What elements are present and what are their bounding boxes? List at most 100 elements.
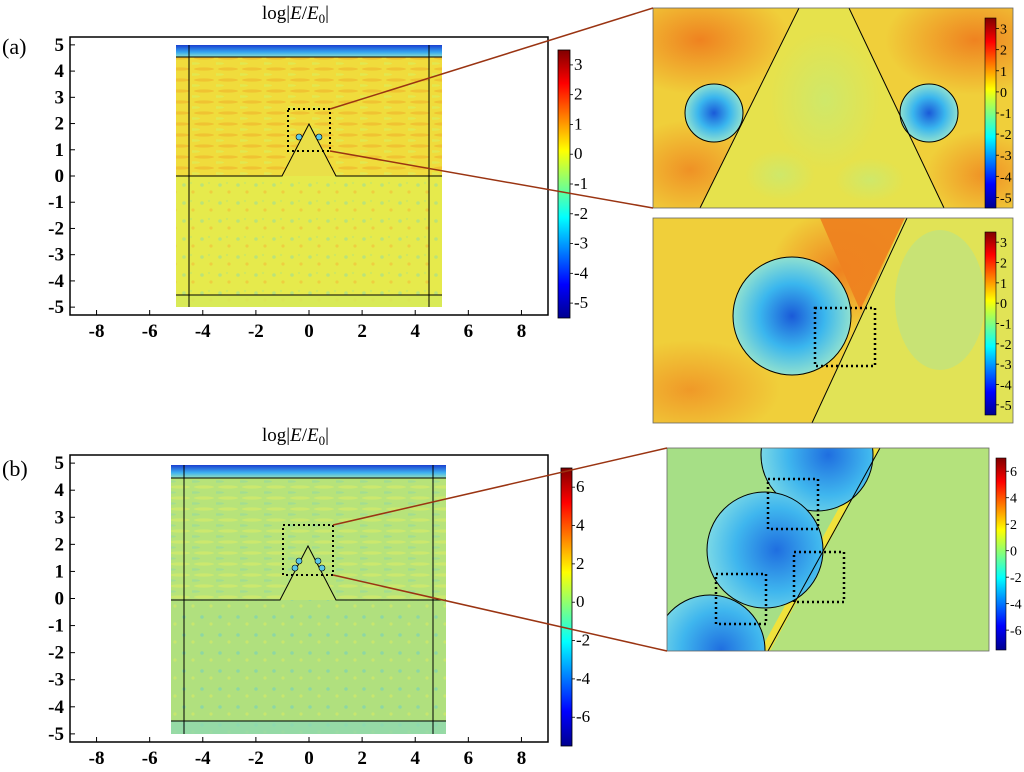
axes-b: -8 -6 -4 -2 0 2 4 6 8 5 4 3 2 1 0 -1 -2 -3 -4 -5	[48, 453, 549, 769]
cb-tick-label-2: 1	[1000, 277, 1007, 292]
y-tick-label-5: 0	[55, 166, 65, 187]
field-lower-a	[176, 176, 442, 307]
x-tick-label-5: 2	[357, 748, 367, 769]
field-lower-b	[171, 600, 446, 734]
cb-tick-label-1: 2	[1000, 44, 1007, 59]
zoom-box-b	[282, 524, 334, 576]
cb-tick-label-6: -3	[1000, 149, 1012, 164]
nanohole-right-a	[315, 133, 323, 141]
field-map-b	[171, 465, 446, 734]
colorbar-b-bar	[560, 467, 573, 747]
nanohole-b-4	[318, 564, 326, 572]
cb-tick-label-3: 0	[1010, 545, 1017, 560]
interface-b	[171, 544, 446, 601]
pml-top-a	[176, 45, 442, 57]
colorbar-b1-bar	[995, 457, 1007, 651]
x-tick-label-7: 6	[464, 321, 474, 342]
cb-tick-label-4: -1	[574, 174, 588, 193]
nanohole-zoom-b-mid	[706, 491, 824, 609]
zoom-a1: 3 2 1 0 -1 -2 -3 -4 -5	[652, 7, 1014, 209]
x-tick-label-0: -8	[89, 321, 105, 342]
panel-b-title: log|E/E0|	[262, 425, 329, 448]
y-tick-label-5: 0	[55, 589, 65, 610]
panel-b: (b) log|E/E0| -8 -6 -4 -2 0 2 4 6 8 5 4 3 2 1 0 -1 -2 -3…	[2, 425, 591, 769]
y-tick-label-3: 2	[55, 534, 65, 555]
x-tick-label-3: -2	[248, 321, 264, 342]
triangle-edge-left-a1	[699, 8, 800, 208]
cb-tick-label-3: 0	[576, 592, 585, 611]
zoom-a2-frame	[652, 217, 1014, 424]
y-tick-label-8: -3	[48, 245, 64, 266]
colorbar-a-ticks: 3 2 1 0 -1 -2 -3 -4 -5	[570, 55, 589, 312]
y-tick-label-1: 4	[55, 480, 65, 501]
cb-tick-label-2: 1	[1000, 65, 1007, 80]
cb-tick-label-8: -5	[574, 293, 588, 312]
y-tick-label-3: 2	[55, 114, 65, 135]
triangle-b-fill	[280, 546, 336, 600]
cb-tick-label-8: -5	[1000, 399, 1012, 414]
x-tick-label-7: 6	[464, 748, 474, 769]
nanohole-b-1	[291, 564, 299, 572]
cb-tick-label-0: 6	[1010, 465, 1017, 480]
x-tick-label-0: -8	[89, 748, 105, 769]
cb-tick-label-3: 0	[574, 144, 583, 163]
y-tick-label-6: -1	[48, 616, 64, 637]
colorbar-a2-ticks: 3 2 1 0 -1 -2 -3 -4 -5	[996, 236, 1012, 414]
y-tick-label-4: 1	[55, 561, 65, 582]
x-tick-label-6: 4	[410, 321, 420, 342]
pml-bottom-a	[176, 295, 442, 307]
x-tick-label-3: -2	[248, 748, 264, 769]
connector-b-top	[332, 447, 668, 526]
connector-a-bottom	[329, 150, 654, 209]
cb-tick-label-0: 3	[1000, 23, 1007, 38]
cb-tick-label-4: -1	[1000, 318, 1012, 333]
y-tick-label-1: 4	[55, 61, 65, 82]
x-tick-label-4: 0	[304, 748, 314, 769]
x-tick-label-5: 2	[357, 321, 367, 342]
nanohole-zoom-a2	[732, 256, 852, 376]
nanohole-zoom-b-bottom	[667, 594, 766, 651]
panel-a-title: log|E/E0|	[262, 3, 329, 26]
y-tick-label-0: 5	[55, 453, 65, 474]
cb-tick-label-1: 2	[1000, 257, 1007, 272]
zoom-box-b3	[714, 572, 768, 626]
y-tick-label-6: -1	[48, 192, 64, 213]
colorbar-b: 6 4 2 0 -2 -4 -6	[560, 467, 591, 747]
zoom-b-frame	[666, 447, 990, 652]
cb-tick-label-4: -2	[576, 631, 590, 650]
zoom-box-a2	[813, 306, 877, 368]
triangle-edge-right-a1	[848, 8, 945, 208]
y-tick-label-4: 1	[55, 140, 65, 161]
cb-tick-label-3: 0	[1000, 86, 1007, 101]
colorbar-a2-bar	[984, 231, 997, 416]
y-tick-label-2: 3	[55, 87, 65, 108]
cb-tick-label-2: 2	[576, 554, 585, 573]
x-tick-label-1: -6	[142, 748, 158, 769]
x-tick-label-1: -6	[142, 321, 158, 342]
x-ticks-b: -8 -6 -4 -2 0 2 4 6 8	[89, 737, 526, 769]
cb-tick-label-7: -4	[1000, 379, 1012, 394]
cb-tick-label-6: -3	[574, 234, 588, 253]
panel-a: (a) log|E/E0| -8 -6 -4 -2 0 2 4 6 8 5 4 3 2 1 0 -1 -2 -3…	[2, 3, 589, 342]
y-tick-label-10: -5	[48, 724, 64, 745]
triangle-edge-a2	[811, 218, 908, 423]
cb-tick-label-5: -4	[1010, 598, 1022, 613]
cb-tick-label-2: 1	[574, 114, 583, 133]
cb-tick-label-6: -3	[1000, 358, 1012, 373]
zoom-a2: 3 2 1 0 -1 -2 -3 -4 -5	[652, 217, 1014, 424]
x-tick-label-6: 4	[410, 748, 420, 769]
colorbar-a-bar	[557, 49, 571, 319]
cb-tick-label-6: -6	[576, 707, 590, 726]
x-tick-label-4: 0	[304, 321, 314, 342]
cb-tick-label-3: 0	[1000, 297, 1007, 312]
y-ticks-a: 5 4 3 2 1 0 -1 -2 -3 -4 -5	[48, 35, 75, 318]
cb-tick-label-1: 2	[574, 85, 583, 104]
cb-tick-label-5: -4	[576, 669, 591, 688]
x-tick-label-8: 8	[517, 321, 527, 342]
panel-b-label: (b)	[2, 456, 28, 481]
nanohole-left-zoom-a1	[684, 83, 744, 143]
zoom-box-a	[287, 108, 331, 152]
y-tick-label-10: -5	[48, 297, 64, 318]
axes-a: -8 -6 -4 -2 0 2 4 6 8 5 4 3 2 1 0 -1 -2 -3 -4 -5	[48, 35, 549, 342]
